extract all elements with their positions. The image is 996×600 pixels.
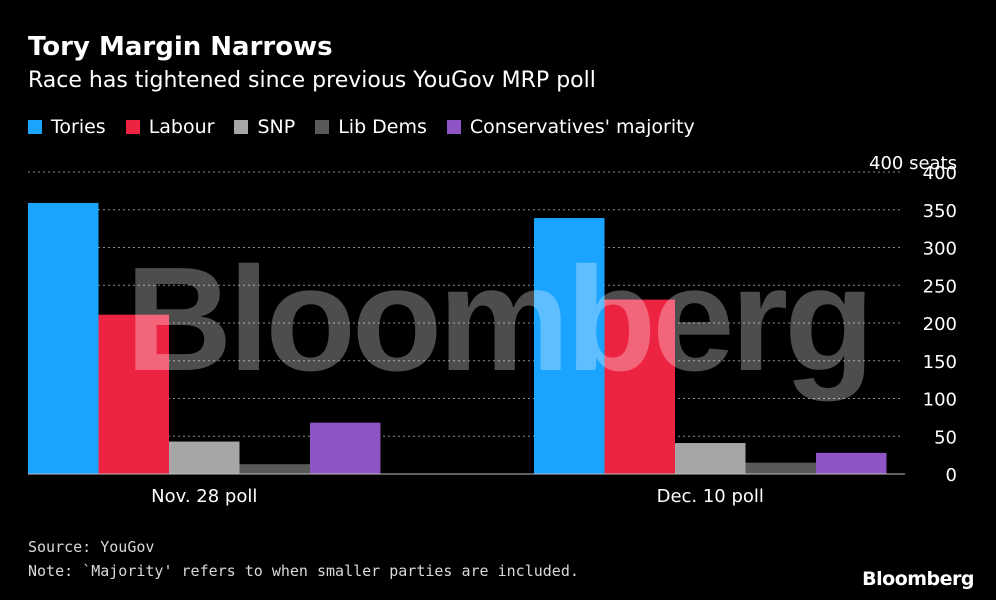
legend-item-lib-dems: Lib Dems	[315, 116, 427, 138]
y-tick-label: 350	[923, 201, 957, 222]
y-tick-label: 300	[923, 239, 957, 260]
gridlines	[28, 171, 900, 437]
y-tick-label: 400	[923, 163, 957, 184]
y-tick-label: 0	[946, 465, 957, 486]
bar	[98, 314, 169, 474]
bars	[28, 202, 887, 474]
x-tick-label: Nov. 28 poll	[151, 486, 257, 507]
legend-item-tories: Tories	[28, 116, 106, 138]
bar	[239, 464, 310, 474]
legend-item-snp: SNP	[234, 116, 295, 138]
watermark-text: Bloomberg	[125, 237, 870, 402]
bar	[675, 443, 746, 474]
x-tick-label: Dec. 10 poll	[657, 486, 764, 507]
bar	[28, 202, 99, 474]
y-unit-label: 400 seats	[869, 153, 957, 174]
bar	[310, 422, 381, 474]
legend-label: Labour	[148, 116, 215, 138]
bar	[745, 462, 816, 474]
legend-swatch	[446, 120, 461, 134]
y-tick-label: 250	[923, 276, 957, 297]
bar	[604, 299, 675, 474]
chart-subtitle: Race has tightened since previous YouGov…	[28, 68, 596, 93]
y-tick-label: 50	[934, 427, 957, 448]
legend: Tories Labour SNP Lib Dems Conservatives…	[28, 116, 715, 138]
legend-item-labour: Labour	[125, 116, 215, 138]
bloomberg-logo: Bloomberg	[862, 568, 974, 590]
legend-item-majority: Conservatives' majority	[446, 116, 695, 138]
chart-title: Tory Margin Narrows	[28, 32, 333, 62]
legend-label: SNP	[257, 116, 296, 138]
legend-label: Tories	[51, 116, 106, 138]
legend-swatch	[125, 120, 140, 134]
note-text: Note: `Majority' refers to when smaller …	[28, 562, 579, 580]
y-tick-label: 200	[923, 314, 957, 335]
y-tick-label: 150	[923, 352, 957, 373]
bar	[534, 218, 605, 474]
source-text: Source: YouGov	[28, 538, 155, 556]
legend-swatch	[28, 120, 42, 134]
legend-swatch	[315, 120, 330, 134]
bar	[169, 441, 240, 474]
x-axis: Nov. 28 poll Dec. 10 poll	[151, 486, 764, 507]
y-tick-label: 100	[923, 390, 957, 411]
legend-label: Lib Dems	[338, 116, 427, 138]
legend-label: Conservatives' majority	[469, 116, 695, 138]
bar	[816, 452, 887, 474]
legend-swatch	[234, 120, 249, 134]
